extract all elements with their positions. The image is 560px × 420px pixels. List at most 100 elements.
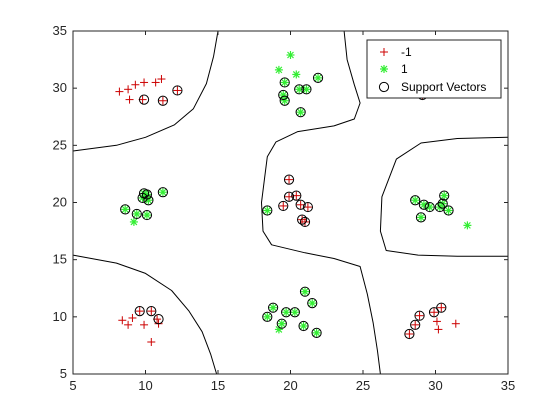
x-tick-label: 30 xyxy=(428,378,442,393)
boundary-curve xyxy=(379,136,509,257)
support-vector-circle xyxy=(415,212,427,223)
class-minus1-point xyxy=(157,75,166,84)
support-vector-circle xyxy=(278,200,289,212)
x-tick-label: 35 xyxy=(501,378,515,393)
support-vector-circle xyxy=(311,327,322,338)
class-minus1-point xyxy=(147,337,156,346)
support-vector-circle xyxy=(301,84,312,95)
support-vector-circle xyxy=(276,318,287,329)
support-vector-circle xyxy=(283,174,295,185)
support-vector-circle xyxy=(138,94,150,105)
class-plus1-point xyxy=(274,65,283,74)
y-tick-label: 5 xyxy=(60,366,67,381)
class-plus1-point xyxy=(440,191,449,200)
class-plus1-point xyxy=(417,213,425,222)
class-plus1-point xyxy=(292,70,301,79)
class-minus1-point xyxy=(303,203,312,212)
decision-boundary xyxy=(72,30,509,375)
class-plus1-point xyxy=(299,321,308,330)
x-tick-label: 15 xyxy=(211,378,225,393)
class-plus1-point xyxy=(158,188,167,197)
class-minus1-point xyxy=(151,78,160,87)
support-vector-circle xyxy=(298,320,309,332)
support-vector-circle xyxy=(439,190,450,201)
class-minus1-point xyxy=(437,303,446,312)
class-minus1-point xyxy=(301,217,309,226)
support-vector-circle xyxy=(312,72,324,83)
support-vector-circle xyxy=(283,191,295,202)
x-tick-label: 5 xyxy=(69,378,76,393)
class-minus1-point xyxy=(451,319,460,328)
class-minus1-point xyxy=(415,311,424,320)
support-vector-circle xyxy=(262,311,273,322)
class-minus1-point xyxy=(158,96,167,105)
legend-box xyxy=(366,39,502,99)
support-vector-circle xyxy=(120,204,131,215)
class-plus1-point xyxy=(277,319,286,328)
class-minus1-point xyxy=(147,307,156,316)
support-vector-circle xyxy=(307,298,318,309)
boundary-curve xyxy=(72,30,219,152)
class-plus1-point xyxy=(308,299,317,308)
y-tick-label: 10 xyxy=(53,309,67,324)
y-tick-label: 20 xyxy=(53,195,67,210)
class-plus1-point xyxy=(290,308,299,317)
class-plus1-point xyxy=(279,91,288,100)
support-vector-circle xyxy=(289,307,300,318)
legend-label-plus1: 1 xyxy=(401,62,408,76)
class-minus1-point xyxy=(411,320,420,329)
class-minus1-point xyxy=(118,316,127,325)
class-plus1-point xyxy=(314,73,323,82)
class-plus1-point xyxy=(142,211,151,220)
support-vector-circle xyxy=(418,199,429,210)
support-vector-circle xyxy=(410,195,421,206)
class-minus1-point xyxy=(434,325,443,334)
legend-symbol xyxy=(380,48,388,56)
support-vector-circle xyxy=(424,201,435,213)
class-minus1-point xyxy=(135,307,144,316)
class-minus1-point xyxy=(140,78,149,87)
boundary-curve xyxy=(261,30,381,375)
support-vector-circle xyxy=(157,187,168,198)
support-vector-circle xyxy=(134,306,145,317)
class-minus1-point xyxy=(125,95,134,104)
y-tick-label: 30 xyxy=(53,80,67,95)
x-axis: 5 10 15 20 25 30 35 xyxy=(69,31,515,393)
x-tick-label: 10 xyxy=(138,378,152,393)
support-vector-circle xyxy=(141,209,153,221)
class-minus1-point xyxy=(405,329,414,338)
support-vector-circle xyxy=(295,199,306,210)
y-tick-label: 25 xyxy=(53,137,67,152)
support-vector-circle xyxy=(297,214,308,225)
class-plus1-point xyxy=(296,108,305,117)
boundary-curve xyxy=(72,254,218,375)
class-plus1-point xyxy=(121,205,130,214)
support-vector-circle xyxy=(157,95,168,106)
support-vector-circle xyxy=(302,201,313,213)
support-vector-circle xyxy=(436,302,447,313)
class-minus1-point xyxy=(124,85,133,94)
support-vector-circle xyxy=(278,89,289,101)
y-tick-label: 15 xyxy=(53,252,67,267)
class-plus1-point xyxy=(286,51,295,60)
support-vector-circle xyxy=(414,310,425,321)
support-vector-circle xyxy=(291,190,302,201)
legend-symbol xyxy=(380,65,388,73)
class-minus1-point xyxy=(432,317,441,326)
legend-marker-plus1 xyxy=(380,65,388,73)
legend-label-minus1: -1 xyxy=(401,45,412,59)
class-minus1-point xyxy=(115,87,124,96)
class-plus1-point xyxy=(263,206,272,215)
support-vector-circle xyxy=(279,77,290,88)
support-vector-markers xyxy=(120,72,454,340)
support-vector-circle xyxy=(299,216,311,228)
class-plus1-point xyxy=(444,206,453,215)
class-minus1-point xyxy=(173,86,182,95)
support-vector-circle xyxy=(437,198,448,209)
class-plus1-point xyxy=(312,328,321,337)
class-plus1-point xyxy=(280,78,289,87)
legend-marker-minus1 xyxy=(380,48,388,56)
support-vector-circle xyxy=(295,107,306,118)
legend-symbol xyxy=(378,81,390,93)
